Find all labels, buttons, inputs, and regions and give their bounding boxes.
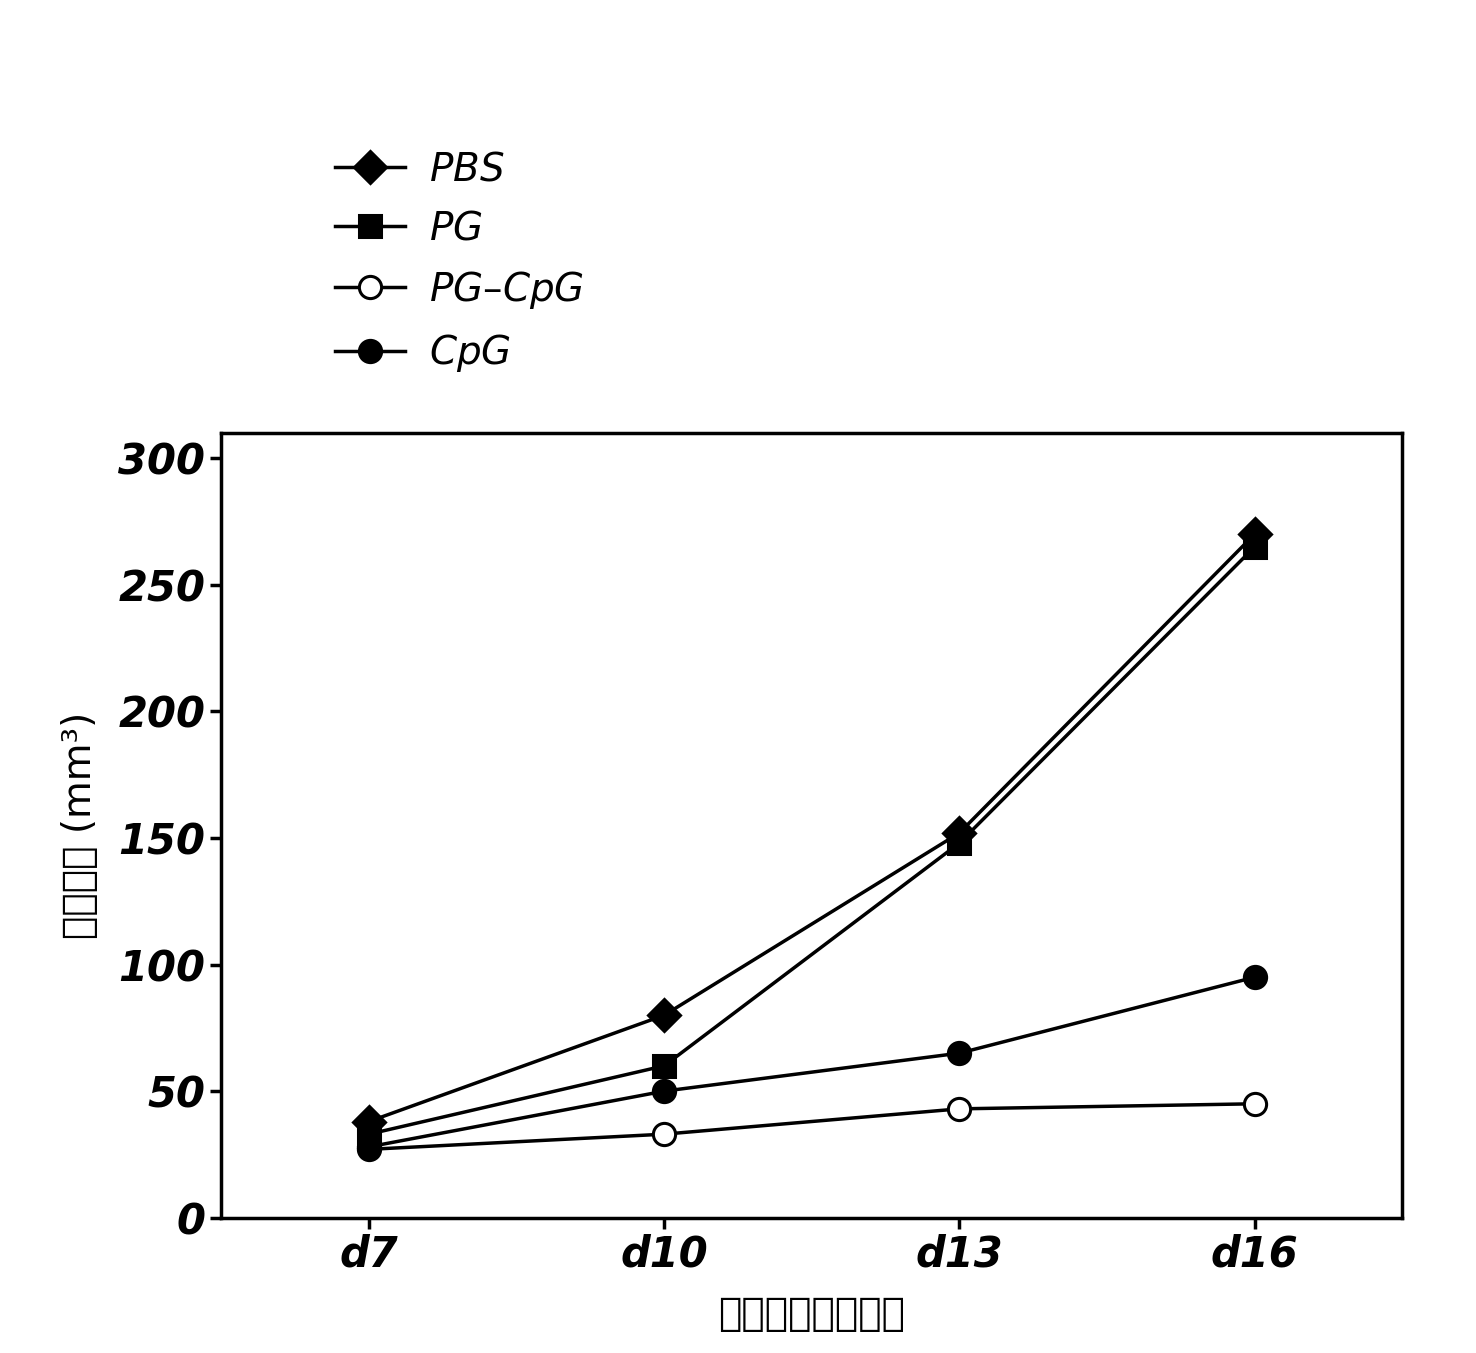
Y-axis label: 肿瘤大小 (mm³): 肿瘤大小 (mm³): [61, 712, 99, 939]
Legend: $\it{PBS}$, $\it{PG}$, $\it{PG}$–$\it{CpG}$, $\it{CpG}$: $\it{PBS}$, $\it{PG}$, $\it{PG}$–$\it{Cp…: [335, 150, 583, 375]
X-axis label: 接种肿瘤后的天数: 接种肿瘤后的天数: [719, 1295, 905, 1333]
